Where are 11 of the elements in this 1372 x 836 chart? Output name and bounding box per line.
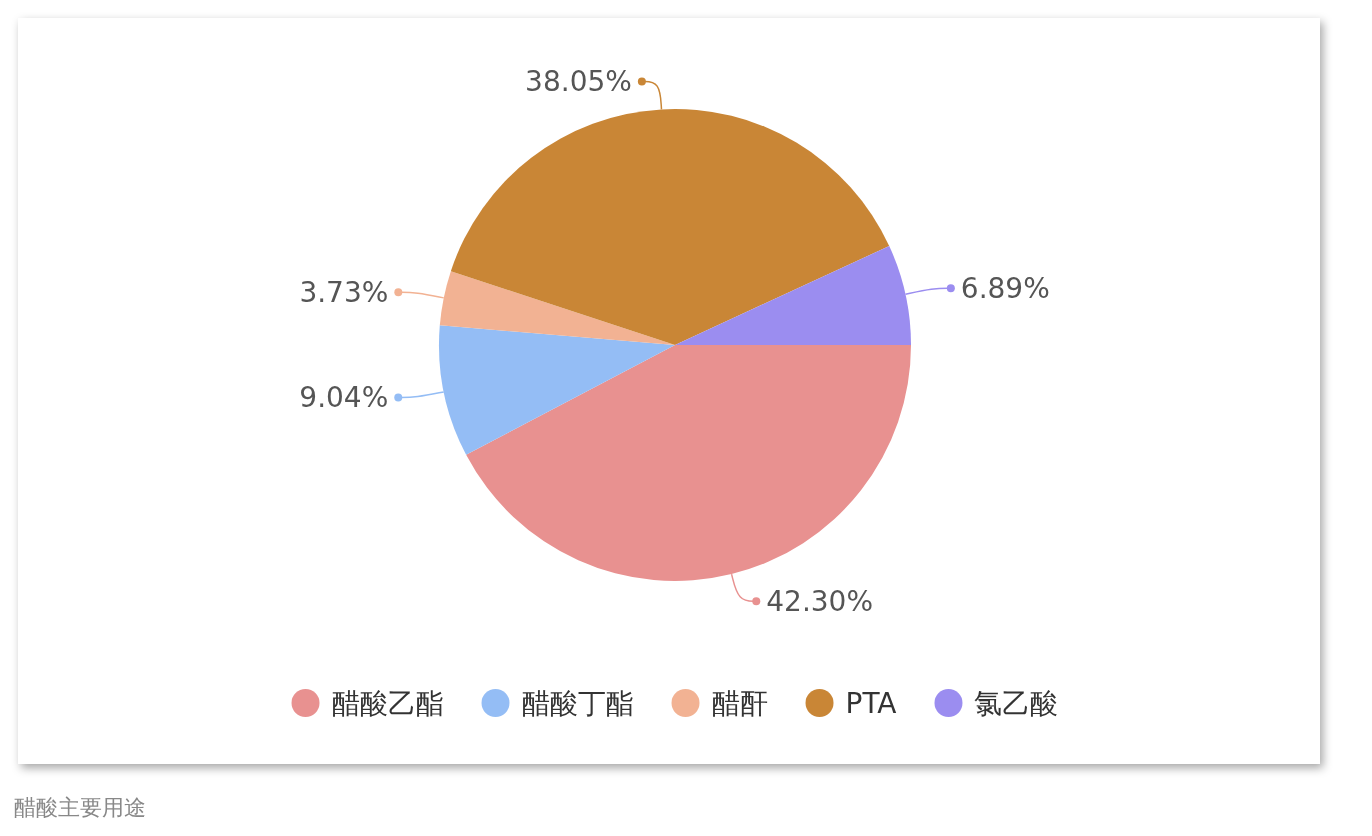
text: 醋酸主要用途	[14, 795, 146, 820]
legend-label: 醋酐	[711, 686, 768, 720]
data-label: 6.89%	[960, 272, 1050, 306]
legend-label: 醋酸乙酯	[331, 686, 444, 720]
data-label: 9.04%	[299, 381, 389, 415]
legend-label: 氯乙酸	[974, 686, 1059, 720]
data-label: 3.73%	[299, 276, 389, 310]
data-label: 38.05%	[525, 65, 632, 99]
legend-label: PTA	[845, 686, 897, 720]
data-label: 42.30%	[766, 585, 874, 619]
legend-label: 醋酸丁酯	[521, 686, 634, 720]
